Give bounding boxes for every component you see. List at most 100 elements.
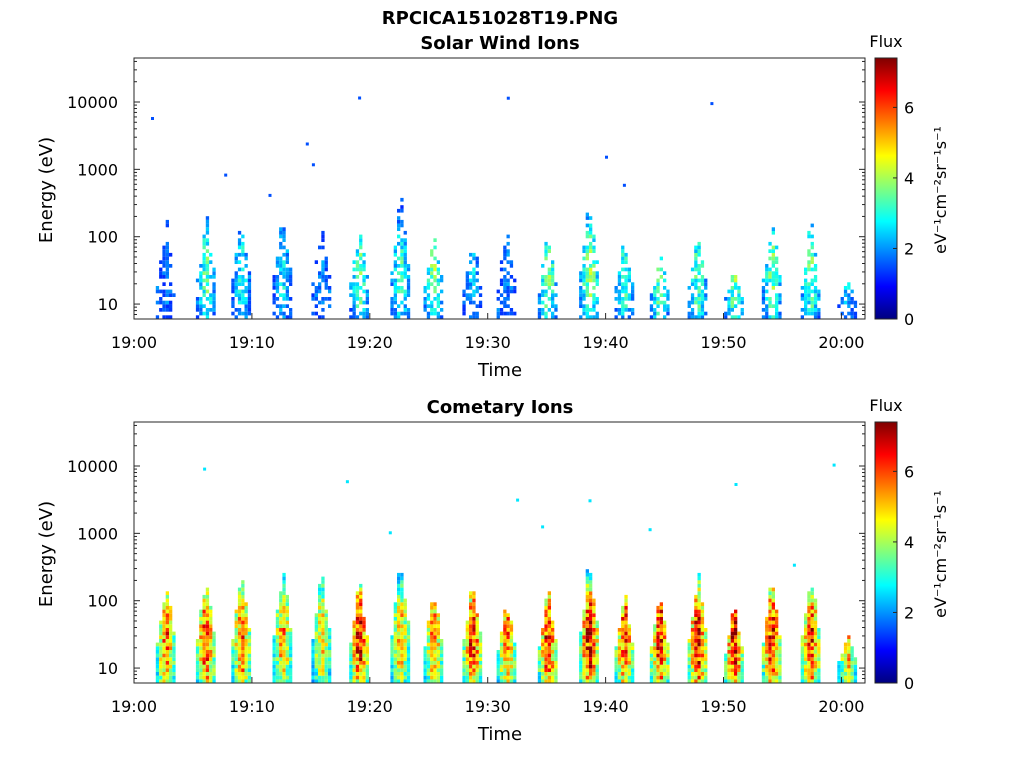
heatmap-cell bbox=[617, 672, 622, 676]
heatmap-cell bbox=[617, 679, 622, 683]
heatmap-cell bbox=[663, 304, 667, 308]
heatmap-cell bbox=[499, 650, 504, 654]
heatmap-cell bbox=[406, 672, 411, 676]
heatmap-cell bbox=[209, 624, 213, 628]
heatmap-cell bbox=[595, 646, 599, 650]
heatmap-cell bbox=[275, 635, 280, 639]
heatmap-cell bbox=[169, 679, 173, 683]
heatmap-cell bbox=[694, 639, 698, 643]
heatmap-cell bbox=[666, 650, 670, 654]
heatmap-cell bbox=[653, 624, 657, 628]
heatmap-cell bbox=[840, 300, 844, 305]
heatmap-cell bbox=[359, 646, 363, 650]
heatmap-cell bbox=[653, 653, 657, 658]
heatmap-cell bbox=[237, 230, 242, 235]
heatmap-cell bbox=[663, 675, 667, 680]
heatmap-cell bbox=[734, 304, 738, 308]
heatmap-cell bbox=[469, 609, 473, 614]
heatmap-cell bbox=[840, 311, 844, 316]
heatmap-cell bbox=[241, 580, 245, 584]
heatmap-cell bbox=[697, 613, 701, 617]
heatmap-cell bbox=[810, 613, 814, 617]
heatmap-cell bbox=[352, 642, 356, 647]
heatmap-cell bbox=[537, 661, 542, 665]
heatmap-cell bbox=[247, 271, 252, 275]
heatmap-cell bbox=[247, 657, 252, 661]
heatmap-cell bbox=[199, 613, 203, 617]
heatmap-cell bbox=[237, 672, 242, 676]
heatmap-cell bbox=[631, 642, 635, 647]
heatmap-cell bbox=[162, 653, 166, 658]
heatmap-cell bbox=[663, 278, 667, 283]
heatmap-cell bbox=[589, 675, 593, 680]
heatmap-cell bbox=[621, 304, 625, 308]
x-axis-label: Time bbox=[477, 360, 522, 381]
heatmap-cell bbox=[817, 653, 821, 658]
heatmap-cell bbox=[285, 642, 289, 647]
heatmap-cell bbox=[778, 282, 782, 286]
heatmap-cell bbox=[365, 315, 369, 319]
heatmap-cell bbox=[237, 587, 242, 592]
x-tick-label: 19:40 bbox=[583, 333, 629, 352]
heatmap-cell bbox=[617, 271, 622, 275]
heatmap-cell bbox=[390, 304, 394, 308]
heatmap-cell bbox=[775, 282, 779, 286]
heatmap-cell bbox=[589, 679, 593, 683]
heatmap-cell bbox=[768, 628, 772, 632]
heatmap-cell bbox=[804, 278, 808, 283]
heatmap-cell bbox=[472, 311, 476, 316]
heatmap-cell bbox=[659, 679, 663, 683]
heatmap-cell bbox=[585, 587, 589, 592]
heatmap-cell bbox=[433, 275, 437, 279]
heatmap-cell bbox=[554, 668, 558, 672]
heatmap-cell bbox=[165, 635, 169, 639]
heatmap-cell bbox=[659, 602, 663, 606]
heatmap-cell bbox=[275, 646, 280, 650]
heatmap-cell bbox=[595, 668, 599, 672]
heatmap-cell bbox=[321, 587, 325, 592]
heatmap-cell bbox=[727, 300, 731, 305]
heatmap-cell bbox=[355, 613, 360, 617]
heatmap-cell bbox=[247, 635, 252, 639]
heatmap-cell bbox=[554, 282, 558, 286]
heatmap-cell bbox=[244, 616, 248, 621]
heatmap-cell bbox=[768, 304, 772, 308]
heatmap-cell bbox=[765, 664, 769, 669]
heatmap-cell bbox=[324, 620, 328, 625]
heatmap-cell bbox=[734, 278, 738, 283]
heatmap-cell bbox=[352, 297, 356, 301]
heatmap-cell bbox=[768, 594, 772, 599]
heatmap-cell bbox=[697, 583, 701, 588]
heatmap-cell bbox=[775, 297, 779, 301]
colorbar-tick-label: 2 bbox=[904, 603, 914, 622]
heatmap-cell bbox=[727, 668, 731, 672]
heatmap-cell bbox=[537, 297, 542, 301]
heatmap-cell bbox=[393, 642, 397, 647]
heatmap-cell bbox=[362, 661, 366, 665]
heatmap-cell bbox=[362, 653, 366, 658]
heatmap-cell bbox=[433, 653, 437, 658]
heatmap-cell bbox=[289, 642, 293, 647]
heatmap-cell bbox=[697, 653, 701, 658]
heatmap-cell bbox=[472, 609, 476, 614]
heatmap-cell bbox=[509, 672, 514, 676]
heatmap-cell bbox=[321, 591, 325, 595]
heatmap-cell bbox=[241, 679, 245, 683]
heatmap-cell bbox=[352, 308, 356, 312]
heatmap-cell bbox=[328, 628, 332, 632]
heatmap-cell bbox=[282, 646, 286, 650]
heatmap-cell bbox=[328, 635, 332, 639]
heatmap-cell bbox=[244, 289, 248, 294]
heatmap-cell bbox=[234, 661, 238, 665]
heatmap-cell bbox=[362, 631, 366, 636]
heatmap-cell bbox=[289, 282, 293, 286]
heatmap-cell bbox=[328, 679, 332, 683]
heatmap-cell bbox=[321, 598, 325, 603]
heatmap-cell bbox=[397, 223, 401, 228]
heatmap-cell bbox=[614, 679, 618, 683]
heatmap-cell bbox=[241, 646, 245, 650]
heatmap-cell bbox=[436, 679, 440, 683]
heatmap-cell bbox=[771, 227, 775, 231]
heatmap-cell bbox=[282, 675, 286, 680]
heatmap-cell bbox=[582, 293, 586, 297]
